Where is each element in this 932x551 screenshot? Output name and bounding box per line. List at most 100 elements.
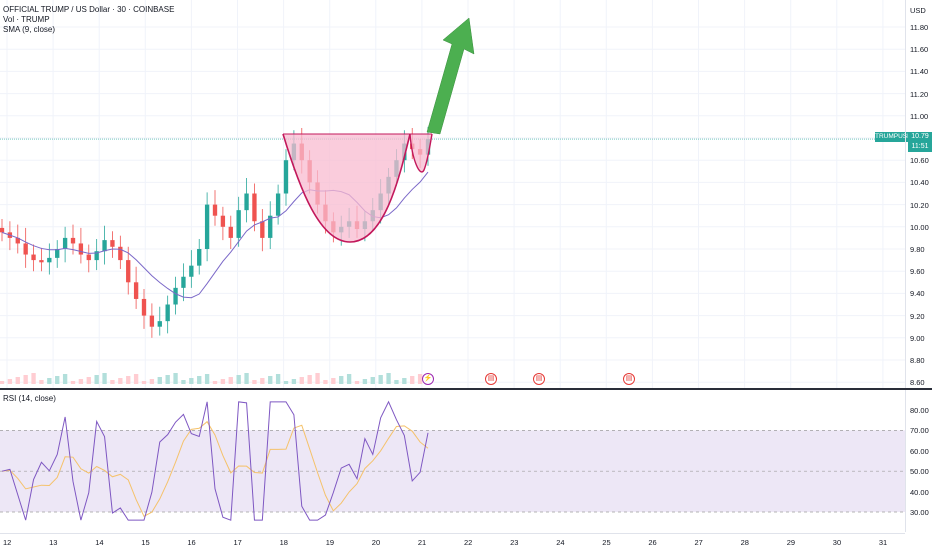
rsi-axis[interactable]: 80.00 70.00 60.00 50.00 40.00 30.00 xyxy=(905,390,932,532)
volume-bar xyxy=(126,376,131,384)
symbol-title[interactable]: OFFICIAL TRUMP / US Dollar · 30 · COINBA… xyxy=(3,5,175,14)
volume-bar xyxy=(55,376,60,384)
volume-bar xyxy=(386,373,391,384)
volume-bar xyxy=(181,380,186,384)
rsi-ma-line xyxy=(1,420,429,517)
candle-body xyxy=(244,193,249,211)
candle-body xyxy=(173,287,178,305)
candle-body xyxy=(283,160,289,194)
time-tick-label: 13 xyxy=(49,538,58,547)
us-flag-icon[interactable]: ▤ xyxy=(485,373,497,385)
rsi-canvas[interactable] xyxy=(0,390,905,532)
volume-bar xyxy=(339,376,344,384)
candle-body xyxy=(275,193,281,216)
lightning-icon[interactable]: ⚡ xyxy=(422,373,434,385)
us-flag-icon[interactable]: ▤ xyxy=(533,373,545,385)
candle-body xyxy=(204,204,210,249)
time-tick-label: 18 xyxy=(279,538,288,547)
volume-bar xyxy=(417,374,423,384)
candle-body xyxy=(197,249,202,266)
candle-body xyxy=(78,243,84,255)
volume-bar xyxy=(283,381,289,384)
price-tick-label: 11.80 xyxy=(910,23,929,32)
volume-bar xyxy=(62,374,68,384)
volume-bar xyxy=(7,379,13,384)
candle-body xyxy=(15,237,20,244)
volume-bar xyxy=(402,378,407,384)
price-axis[interactable]: USD 11.8011.6011.4011.2011.0010.8010.601… xyxy=(905,0,932,388)
candle-body xyxy=(165,304,170,322)
time-axis[interactable]: 12 13 14 15 16 17 18 19 20 21 22 23 24 25 26 27 28 29 30 31 xyxy=(0,533,905,551)
price-chart[interactable]: OFFICIAL TRUMP / US Dollar · 30 · COINBA… xyxy=(0,0,912,388)
last-price: 10.79 xyxy=(911,133,929,140)
volume-bar xyxy=(189,378,194,384)
pane-divider[interactable] xyxy=(0,388,932,390)
candle-body xyxy=(23,243,28,255)
candle-body xyxy=(39,260,44,263)
time-tick-label: 21 xyxy=(417,538,427,547)
ticker-label: TRUMPUSD xyxy=(875,132,912,142)
time-tick-label: 25 xyxy=(602,538,611,547)
time-tick-label: 26 xyxy=(648,538,657,547)
volume-bar xyxy=(370,377,375,384)
price-tick-label: 11.20 xyxy=(910,89,929,99)
us-flag-icon[interactable]: ▤ xyxy=(623,373,635,385)
bar-countdown: 11:51 xyxy=(911,143,929,150)
volume-bar xyxy=(331,378,336,384)
time-tick-label: 28 xyxy=(740,538,749,547)
volume-bar xyxy=(346,374,352,384)
volume-bar xyxy=(220,379,226,384)
volume-bar xyxy=(39,380,44,384)
candle-body xyxy=(0,227,5,233)
price-chart-canvas[interactable] xyxy=(0,0,905,388)
time-tick-label: 12 xyxy=(3,538,12,547)
volume-bar xyxy=(204,374,210,384)
price-tick-label: 8.80 xyxy=(910,356,925,365)
rsi-tick-label: 70.00 xyxy=(910,426,929,436)
price-tick-label: 10.20 xyxy=(910,200,929,210)
candle-body xyxy=(236,210,241,238)
candle-body xyxy=(118,246,123,261)
time-tick-label: 30 xyxy=(832,538,842,547)
currency-label[interactable]: USD xyxy=(910,6,926,15)
volume-bar xyxy=(244,373,249,384)
volume-bar xyxy=(173,373,178,384)
sma-legend[interactable]: SMA (9, close) xyxy=(3,25,56,34)
volume-bar xyxy=(78,379,84,384)
time-tick-label: 24 xyxy=(556,538,565,547)
handle-outline xyxy=(409,133,433,173)
rsi-tick-label: 40.00 xyxy=(910,487,929,497)
rsi-tick-label: 60.00 xyxy=(910,446,929,456)
volume-bar xyxy=(149,379,155,384)
time-tick-label: 20 xyxy=(371,538,381,547)
volume-legend[interactable]: Vol · TRUMP xyxy=(3,15,50,24)
time-tick-label: 14 xyxy=(95,538,104,547)
price-tick-label: 11.40 xyxy=(910,67,929,77)
candle-body xyxy=(220,215,226,227)
candle-body xyxy=(268,215,273,238)
volume-bar xyxy=(236,375,241,384)
candle-body xyxy=(62,237,68,249)
volume-bar xyxy=(141,381,147,384)
rsi-tick-label: 80.00 xyxy=(910,406,929,415)
volume-bar xyxy=(0,381,5,384)
volume-bar xyxy=(299,377,304,384)
candle-body xyxy=(110,240,115,247)
price-tick-label: 10.40 xyxy=(910,178,929,188)
price-tick-label: 10.60 xyxy=(910,156,929,166)
candle-body xyxy=(47,257,52,263)
time-tick-label: 22 xyxy=(464,538,473,547)
volume-bar xyxy=(252,380,257,384)
price-tick-label: 9.40 xyxy=(910,289,925,299)
volume-bar xyxy=(315,373,320,384)
volume-bar xyxy=(378,375,383,384)
rsi-legend[interactable]: RSI (14, close) xyxy=(3,394,56,403)
volume-bar xyxy=(31,373,36,384)
volume-bar xyxy=(354,381,360,384)
volume-bar xyxy=(15,377,20,384)
rsi-pane[interactable]: RSI (14, close) xyxy=(0,390,905,532)
volume-bar xyxy=(323,380,328,384)
price-tick-label: 9.00 xyxy=(910,333,925,343)
price-tick-label: 11.00 xyxy=(910,111,929,121)
volume-bar xyxy=(410,376,415,384)
